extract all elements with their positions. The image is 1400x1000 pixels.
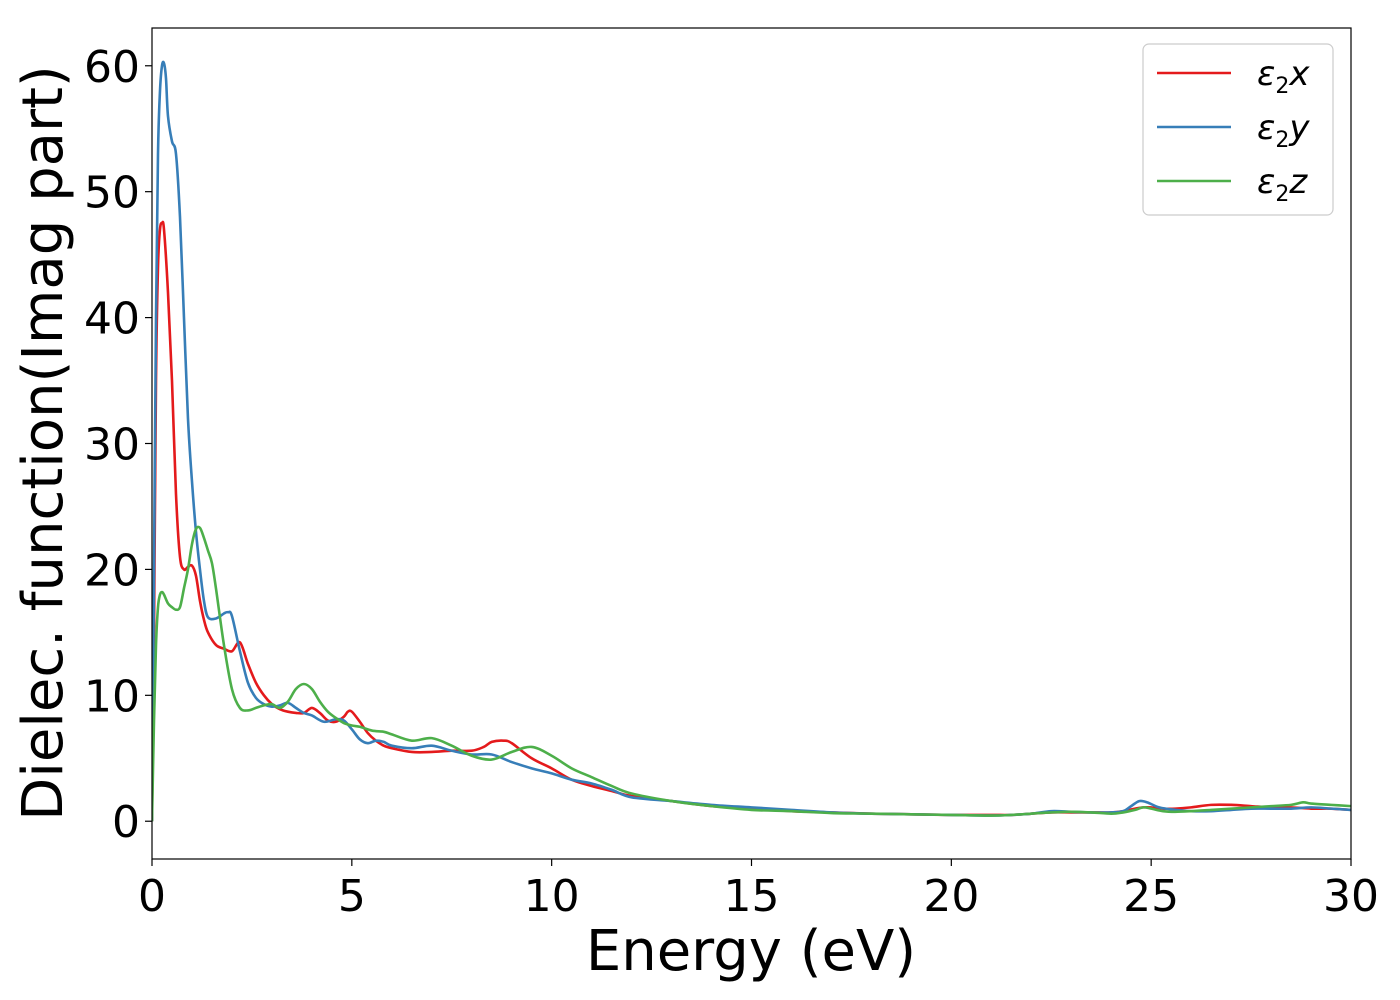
legend-label-x: ε2x [1257,54,1310,99]
legend-label-y: ε2y [1257,108,1310,153]
legend-box [1142,43,1334,216]
y-tick-label: 10 [84,671,140,722]
x-tick-label: 5 [338,871,366,922]
y-tick-label: 20 [84,545,140,596]
y-tick-label: 30 [84,420,140,471]
x-tick-label: 20 [923,871,979,922]
y-axis: 0 10 20 30 40 50 60 [84,42,152,848]
x-tick-label: 25 [1123,871,1179,922]
plot-area [152,60,1351,822]
legend: ε2x ε2y ε2z [1142,43,1334,216]
x-axis-title: Energy (eV) [586,919,916,984]
series-line-z [152,525,1351,822]
legend-label-z: ε2z [1257,162,1308,207]
x-tick-label: 30 [1323,871,1379,922]
y-tick-label: 0 [112,797,140,848]
x-tick-label: 15 [724,871,780,922]
x-axis: 0 5 10 15 20 25 30 [138,859,1379,922]
x-tick-label: 10 [524,871,580,922]
y-axis-title: Dielec. function(Imag part) [11,65,76,821]
y-tick-label: 40 [84,294,140,345]
series-lines [152,60,1351,822]
x-tick-label: 0 [138,871,166,922]
y-tick-label: 50 [84,168,140,219]
y-tick-label: 60 [84,42,140,93]
